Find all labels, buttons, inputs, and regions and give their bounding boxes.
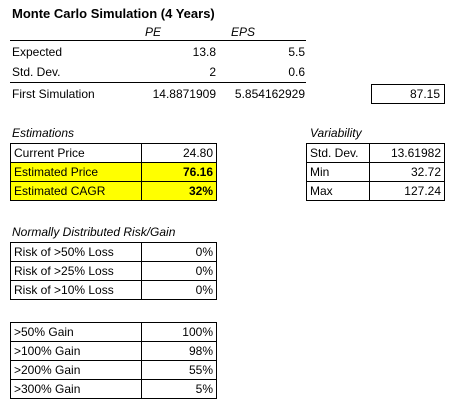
risk-header: Normally Distributed Risk/Gain bbox=[12, 225, 176, 239]
gain-100-value: 98% bbox=[141, 341, 217, 361]
estimated-price-label: Estimated Price bbox=[10, 162, 142, 182]
current-price-value: 24.80 bbox=[141, 143, 217, 163]
first-simulation-label: First Simulation bbox=[12, 87, 95, 101]
stddev-eps: 0.6 bbox=[288, 65, 305, 79]
gain-50-value: 100% bbox=[141, 322, 217, 342]
gain-200-value: 55% bbox=[141, 360, 217, 380]
row-divider bbox=[10, 82, 306, 83]
risk-50-value: 0% bbox=[141, 242, 217, 262]
estimated-cagr-label: Estimated CAGR bbox=[10, 181, 142, 201]
table-row: Risk of >50% Loss 0% bbox=[10, 242, 217, 262]
risk-10-label: Risk of >10% Loss bbox=[10, 280, 142, 300]
expected-eps: 5.5 bbox=[288, 45, 305, 59]
estimations-table: Current Price 24.80 Estimated Price 76.1… bbox=[10, 143, 217, 201]
current-price-label: Current Price bbox=[10, 143, 142, 163]
variability-stddev-label: Std. Dev. bbox=[306, 143, 370, 163]
table-row: >100% Gain 98% bbox=[10, 341, 217, 361]
risk-50-label: Risk of >50% Loss bbox=[10, 242, 142, 262]
gain-200-label: >200% Gain bbox=[10, 360, 142, 380]
risk-25-label: Risk of >25% Loss bbox=[10, 261, 142, 281]
table-row: Min 32.72 bbox=[306, 162, 445, 182]
table-row: Estimated CAGR 32% bbox=[10, 181, 217, 201]
variability-header: Variability bbox=[310, 126, 362, 140]
variability-min-value: 32.72 bbox=[369, 162, 445, 182]
table-row: >300% Gain 5% bbox=[10, 379, 217, 399]
variability-table: Std. Dev. 13.61982 Min 32.72 Max 127.24 bbox=[306, 143, 445, 201]
estimated-price-value: 76.16 bbox=[141, 162, 217, 182]
estimations-header: Estimations bbox=[12, 126, 75, 140]
table-row: Max 127.24 bbox=[306, 181, 445, 201]
variability-max-label: Max bbox=[306, 181, 370, 201]
table-row: Current Price 24.80 bbox=[10, 143, 217, 163]
sheet-title: Monte Carlo Simulation (4 Years) bbox=[12, 6, 215, 21]
table-row: Std. Dev. 13.61982 bbox=[306, 143, 445, 163]
variability-stddev-value: 13.61982 bbox=[369, 143, 445, 163]
stddev-pe: 2 bbox=[209, 65, 216, 79]
risk-10-value: 0% bbox=[141, 280, 217, 300]
gain-100-label: >100% Gain bbox=[10, 341, 142, 361]
eps-header: EPS bbox=[231, 25, 256, 39]
header-underline bbox=[10, 40, 306, 41]
variability-min-label: Min bbox=[306, 162, 370, 182]
table-row: >200% Gain 55% bbox=[10, 360, 217, 380]
expected-label: Expected bbox=[12, 45, 63, 59]
table-row: Risk of >25% Loss 0% bbox=[10, 261, 217, 281]
first-simulation-eps: 5.854162929 bbox=[234, 87, 305, 101]
variability-max-value: 127.24 bbox=[369, 181, 445, 201]
table-row: Risk of >10% Loss 0% bbox=[10, 280, 217, 300]
gain-300-label: >300% Gain bbox=[10, 379, 142, 399]
gain-table: >50% Gain 100% >100% Gain 98% >200% Gain… bbox=[10, 322, 217, 399]
first-simulation-result: 87.15 bbox=[371, 84, 445, 104]
risk-table: Risk of >50% Loss 0% Risk of >25% Loss 0… bbox=[10, 242, 217, 300]
risk-25-value: 0% bbox=[141, 261, 217, 281]
first-simulation-pe: 14.8871909 bbox=[152, 87, 216, 101]
table-row: >50% Gain 100% bbox=[10, 322, 217, 342]
gain-50-label: >50% Gain bbox=[10, 322, 142, 342]
table-row: Estimated Price 76.16 bbox=[10, 162, 217, 182]
expected-pe: 13.8 bbox=[192, 45, 216, 59]
estimated-cagr-value: 32% bbox=[141, 181, 217, 201]
gain-300-value: 5% bbox=[141, 379, 217, 399]
pe-header: PE bbox=[145, 25, 162, 39]
stddev-label: Std. Dev. bbox=[12, 65, 61, 79]
